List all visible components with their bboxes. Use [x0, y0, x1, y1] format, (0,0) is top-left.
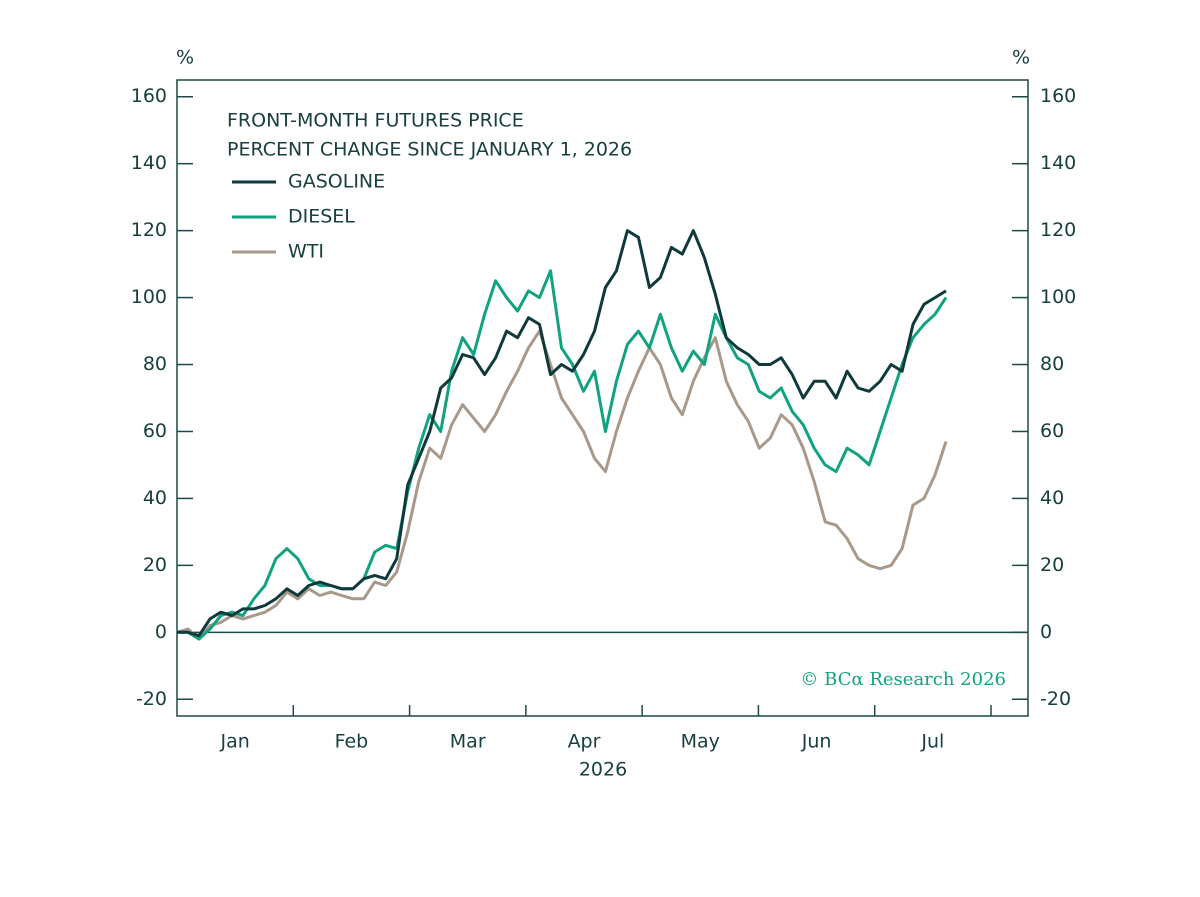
y2-axis-unit: %	[1012, 47, 1030, 69]
legend-label: WTI	[288, 241, 324, 263]
y-tick-label: 60	[143, 420, 167, 442]
y2-tick-label: 120	[1040, 219, 1076, 241]
y-tick-label: 160	[131, 85, 167, 107]
y2-tick-label: 140	[1040, 152, 1076, 174]
legend-label: DIESEL	[288, 206, 355, 228]
x-tick-label: Jan	[219, 731, 249, 753]
x-tick-label: Feb	[335, 731, 369, 753]
y-tick-label: 40	[143, 487, 167, 509]
x-tick-label: May	[681, 731, 720, 753]
y2-tick-label: 0	[1040, 621, 1052, 643]
y-tick-label: 20	[143, 554, 167, 576]
x-tick-label: Mar	[450, 731, 486, 753]
y2-tick-label: 20	[1040, 554, 1064, 576]
y-axis-unit: %	[176, 47, 194, 69]
y-tick-label: 120	[131, 219, 167, 241]
y-tick-label: 0	[155, 621, 167, 643]
y2-tick-label: 100	[1040, 286, 1076, 308]
y2-tick-label: 40	[1040, 487, 1064, 509]
x-axis-label: 2026	[579, 759, 627, 781]
y-tick-label: -20	[136, 688, 167, 710]
y-tick-label: 100	[131, 286, 167, 308]
x-tick-label: Apr	[568, 731, 601, 753]
y2-tick-label: 60	[1040, 420, 1064, 442]
series-line	[176, 329, 948, 641]
series-line	[177, 269, 948, 641]
x-tick-label: Jun	[801, 731, 832, 753]
y-tick-label: 140	[131, 152, 167, 174]
legend-label: GASOLINE	[288, 171, 385, 193]
chart-subtitle: PERCENT CHANGE SINCE JANUARY 1, 2026	[227, 139, 632, 161]
series-line	[177, 229, 947, 638]
plot-frame	[176, 79, 1029, 717]
watermark: © BCα Research 2026	[800, 669, 1006, 690]
y2-tick-label: 160	[1040, 85, 1076, 107]
y2-tick-label: 80	[1040, 353, 1064, 375]
y-tick-label: 80	[143, 353, 167, 375]
chart-title: FRONT-MONTH FUTURES PRICE	[227, 110, 524, 132]
y2-tick-label: -20	[1040, 688, 1071, 710]
x-tick-label: Jul	[920, 731, 944, 753]
